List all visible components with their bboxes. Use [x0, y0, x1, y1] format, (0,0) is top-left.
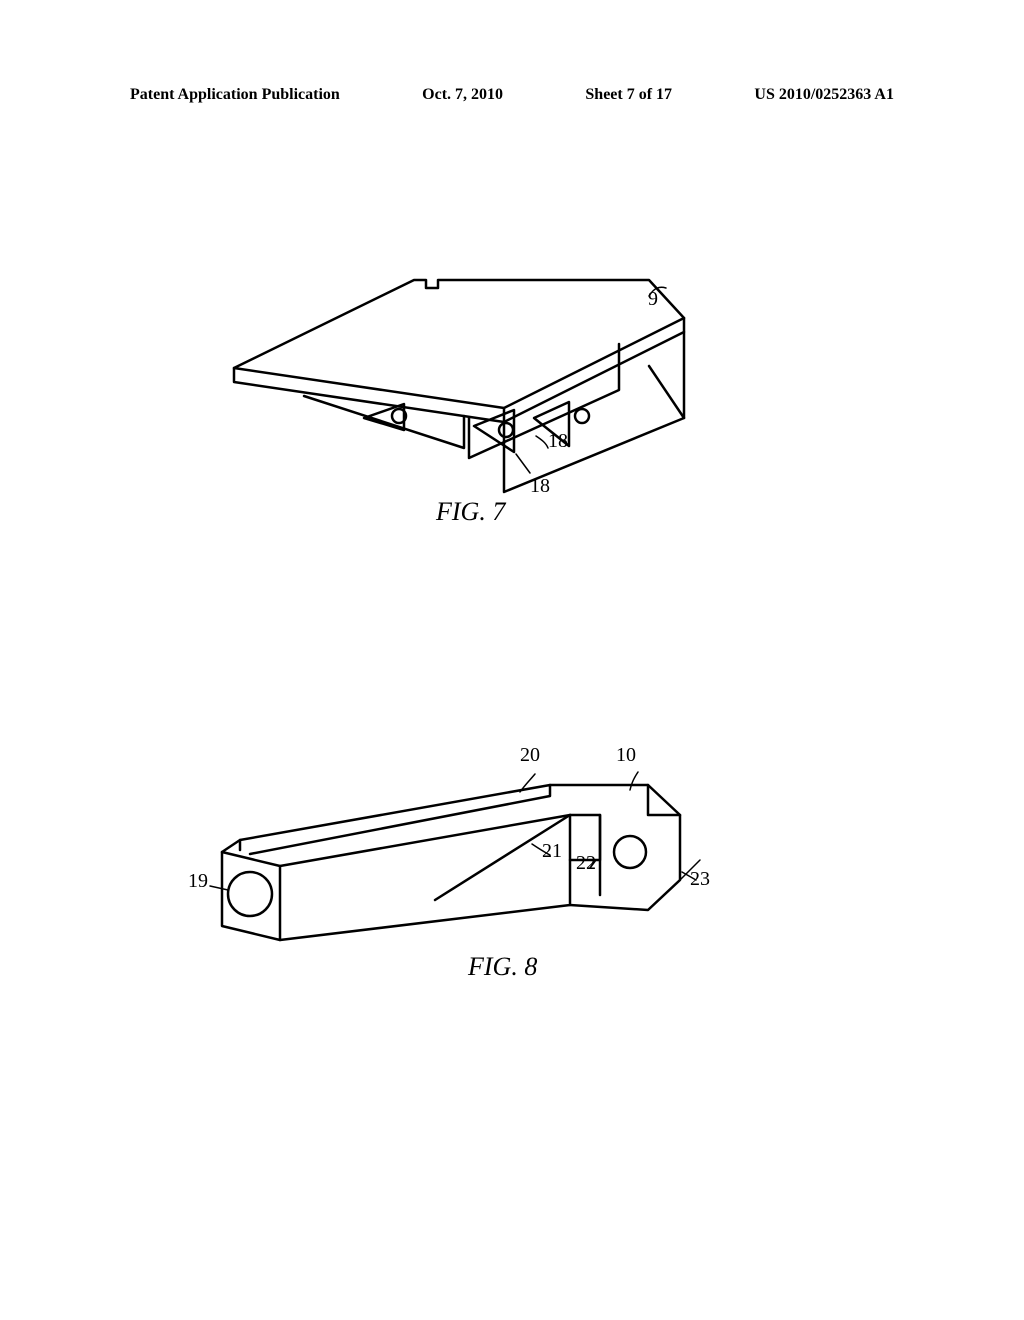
ref-9: 9	[648, 288, 658, 311]
header-publication: Patent Application Publication	[130, 86, 340, 104]
ref-22: 22	[576, 852, 596, 875]
ref-10: 10	[616, 744, 636, 767]
ref-21: 21	[542, 840, 562, 863]
header-pubnum: US 2010/0252363 A1	[754, 86, 894, 104]
ref-18b: 18	[530, 475, 550, 498]
ref-18a: 18	[548, 430, 568, 453]
ref-20: 20	[520, 744, 540, 767]
fig-8-drawing	[200, 760, 720, 960]
header-date: Oct. 7, 2010	[422, 86, 503, 104]
page-header: Patent Application Publication Oct. 7, 2…	[0, 86, 1024, 104]
fig8-caption: FIG. 8	[468, 952, 537, 982]
fig7-caption: FIG. 7	[436, 497, 505, 527]
header-sheet: Sheet 7 of 17	[585, 86, 672, 104]
fig-7-drawing	[204, 268, 704, 498]
ref-23: 23	[690, 868, 710, 891]
ref-19: 19	[188, 870, 208, 893]
